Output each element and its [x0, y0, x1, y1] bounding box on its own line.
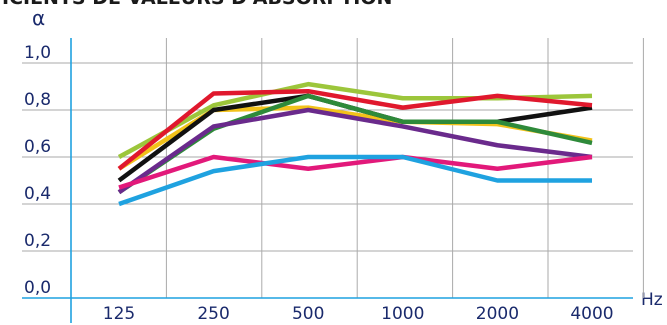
axes	[22, 38, 633, 323]
x-tick-label: 2000	[476, 304, 519, 324]
series-line-7	[118, 154, 593, 190]
series-lines	[117, 81, 593, 207]
x-tick-label: 125	[103, 304, 135, 324]
chart-title: ICIENTS DE VALEURS D'ABSORPTION	[2, 0, 392, 9]
x-tick-labels: 125 250 500 1000 2000 4000	[103, 304, 614, 324]
x-axis-label: Hz	[641, 290, 663, 310]
x-tick-label: 250	[197, 304, 229, 324]
x-tick-label: 500	[292, 304, 324, 324]
y-tick-label: 0,4	[24, 184, 51, 204]
y-axis-label: α	[32, 6, 45, 30]
series-line-6	[117, 107, 593, 195]
x-tick-label: 4000	[570, 304, 613, 324]
y-tick-label: 1,0	[24, 43, 51, 63]
series-line-8	[118, 154, 592, 207]
grid	[22, 38, 644, 298]
y-tick-label: 0,2	[24, 231, 51, 251]
y-tick-label: 0,0	[24, 278, 51, 298]
y-tick-label: 0,8	[24, 90, 51, 110]
y-tick-label: 0,6	[24, 137, 51, 157]
series-line-4	[117, 88, 593, 171]
x-tick-label: 1000	[381, 304, 424, 324]
y-tick-labels: 0,0 0,2 0,4 0,6 0,8 1,0	[24, 43, 51, 298]
